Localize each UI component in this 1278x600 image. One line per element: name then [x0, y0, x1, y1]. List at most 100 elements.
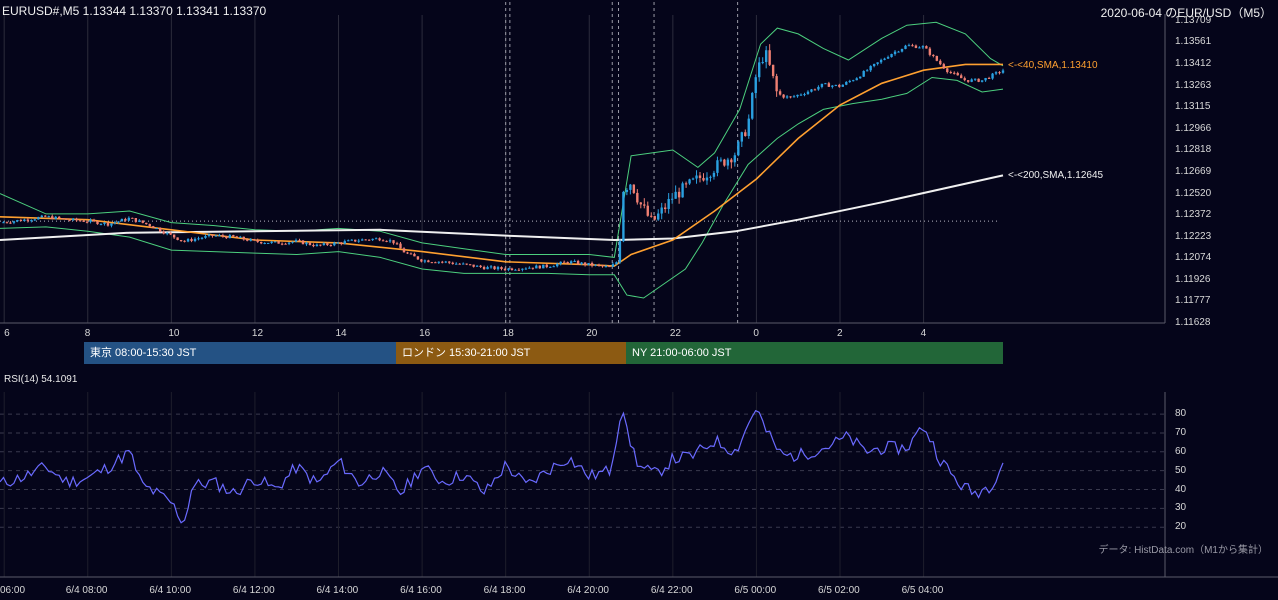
candle-up: [374, 238, 378, 240]
candle-down: [211, 234, 214, 236]
candle-down: [838, 84, 841, 87]
candle-up: [980, 80, 984, 82]
candle-down: [636, 192, 639, 203]
candle-down: [242, 236, 245, 240]
candle-down: [61, 218, 64, 220]
candle-up: [514, 269, 517, 271]
candle-up: [71, 218, 75, 221]
candle-down: [134, 218, 138, 222]
candle-up: [796, 94, 799, 97]
candle-down: [131, 217, 134, 219]
candle-up: [549, 266, 552, 268]
candle-up: [99, 223, 103, 225]
candle-down: [583, 262, 587, 265]
rsi-y-tick-label: 80: [1175, 408, 1187, 420]
candle-down: [932, 54, 935, 57]
candle-down: [510, 268, 514, 271]
candle-up: [580, 262, 583, 265]
candle-up: [16, 220, 19, 222]
candle-up: [622, 191, 625, 242]
candle-down: [827, 83, 831, 87]
candle-down: [5, 222, 9, 224]
candle-down: [430, 262, 434, 264]
candle-down: [677, 191, 681, 198]
candle-down: [448, 261, 451, 263]
candle-up: [423, 260, 427, 262]
bollinger-lower-line: [0, 76, 1004, 299]
candle-down: [702, 177, 705, 181]
candle-down: [259, 241, 263, 244]
candle-down: [225, 236, 228, 239]
candle-down: [179, 239, 183, 241]
candle-down: [771, 64, 775, 77]
rsi-label: RSI(14) 54.1091: [4, 374, 78, 385]
candle-up: [695, 175, 698, 179]
candle-down: [246, 239, 249, 241]
candle-up: [155, 228, 158, 230]
candle-down: [935, 56, 939, 61]
candle-down: [145, 222, 148, 225]
chart-header-title: 2020-06-04 のEUR/USD（M5）: [1100, 6, 1272, 20]
candle-down: [517, 269, 521, 271]
candle-up: [249, 239, 252, 241]
candle-down: [253, 239, 256, 241]
candle-up: [455, 263, 458, 265]
candle-up: [890, 54, 893, 58]
candle-down: [782, 94, 785, 98]
candle-down: [632, 184, 636, 193]
price-y-tick-label: 1.11777: [1175, 295, 1211, 307]
candle-up: [437, 261, 441, 263]
candle-up: [799, 94, 803, 96]
candle-up: [785, 96, 789, 98]
candle-down: [176, 237, 179, 240]
candle-down: [232, 235, 235, 237]
candle-down: [399, 243, 402, 249]
candle-up: [712, 172, 716, 177]
candle-up: [973, 78, 977, 80]
candle-up: [542, 264, 545, 269]
candle-up: [569, 261, 573, 264]
candle-up: [89, 219, 92, 222]
sma200-marker: <-<200,SMA,1.12645: [1008, 170, 1104, 181]
candle-down: [545, 264, 548, 268]
time-axis-label: 6/4 12:00: [232, 585, 275, 596]
candle-down: [235, 236, 239, 238]
candle-down: [190, 239, 193, 241]
price-x-tick-label: 10: [168, 328, 180, 339]
candle-down: [256, 240, 259, 242]
candle-down: [51, 216, 54, 220]
candle-up: [12, 221, 16, 223]
sma-lines: [0, 63, 1004, 267]
candle-down: [416, 256, 420, 260]
candle-up: [883, 58, 886, 60]
candle-up: [740, 132, 744, 142]
price-y-tick-label: 1.12223: [1175, 230, 1212, 242]
candle-up: [263, 242, 266, 244]
time-axis-label: 6/4 10:00: [149, 585, 192, 596]
candle-up: [138, 220, 141, 222]
candle-up: [670, 198, 674, 200]
candle-down: [562, 261, 566, 263]
candle-down: [301, 240, 305, 245]
candle-up: [305, 242, 308, 245]
candle-up: [688, 179, 691, 184]
candle-down: [78, 220, 82, 222]
candle-down: [75, 218, 78, 221]
chart-header-symbol: EURUSD#,M5 1.13344 1.13370 1.13341 1.133…: [2, 4, 267, 18]
candle-down: [928, 48, 932, 55]
candle-down: [152, 226, 155, 229]
candle-down: [479, 265, 482, 267]
price-y-tick-label: 1.11926: [1175, 273, 1211, 285]
candle-up: [273, 241, 277, 243]
session-bar-ny: NY 21:00-06:00 JST: [626, 342, 1003, 364]
candle-up: [40, 215, 43, 218]
candle-up: [165, 232, 169, 234]
candle-down: [44, 215, 47, 217]
candle-up: [806, 91, 810, 95]
candle-up: [719, 159, 723, 161]
rsi-grid: [0, 392, 1278, 578]
time-axis-label: 6/4 08:00: [65, 585, 108, 596]
candle-up: [869, 66, 872, 71]
candle-up: [371, 238, 374, 240]
candle-down: [778, 91, 782, 95]
